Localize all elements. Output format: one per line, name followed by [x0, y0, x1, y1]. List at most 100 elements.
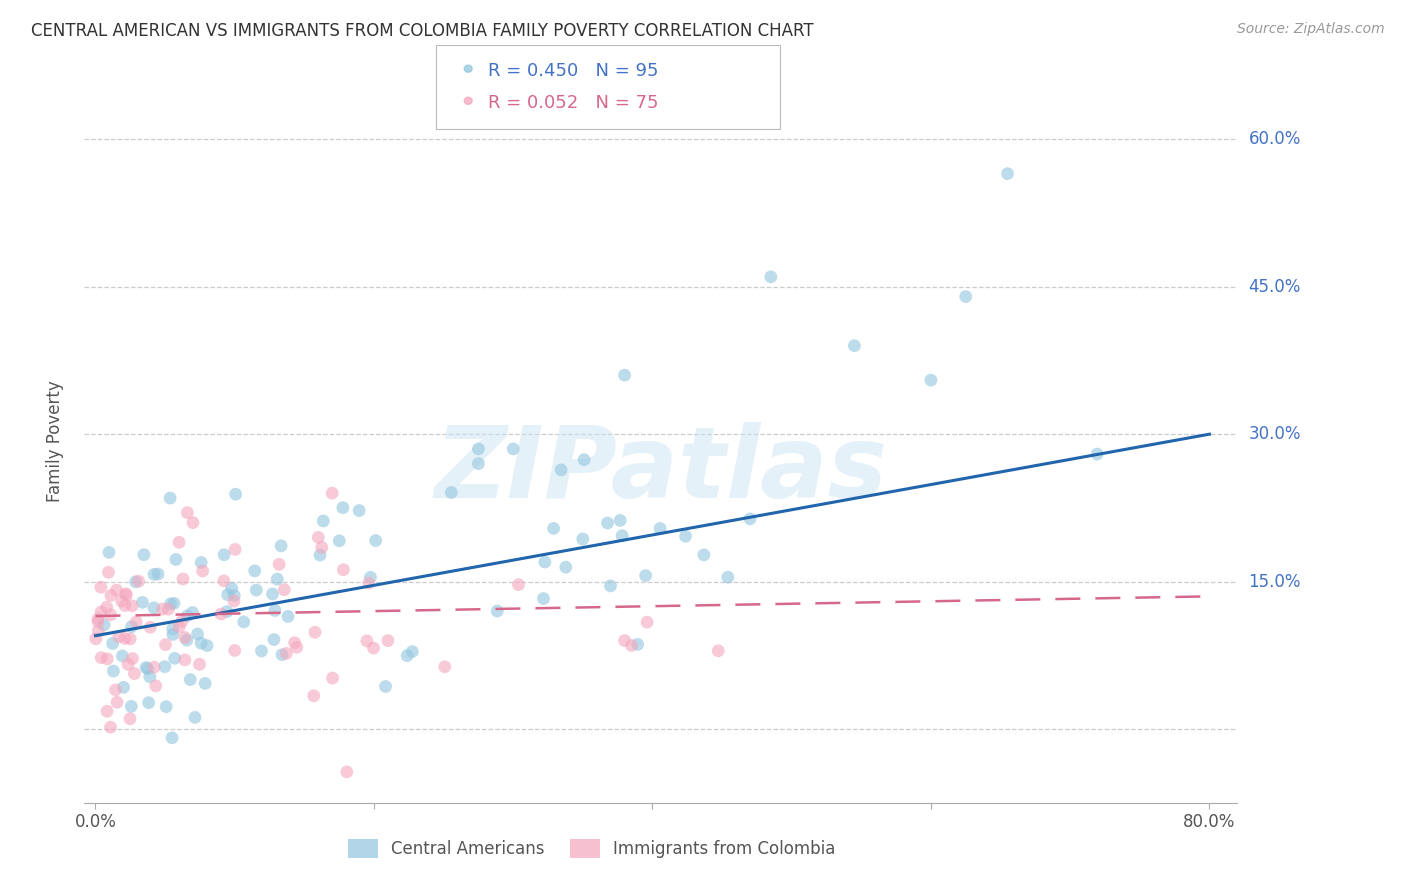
Point: [209, 607, 232, 621]
Point: [115, 588, 138, 602]
Point: [181, 606, 204, 620]
Point: [328, 533, 350, 548]
Point: [955, 289, 977, 303]
Point: [264, 603, 287, 617]
Point: [100, 607, 122, 622]
Point: [155, 638, 177, 652]
Point: [284, 636, 307, 650]
Point: [572, 532, 595, 546]
Point: [550, 463, 572, 477]
Point: [120, 632, 142, 646]
Text: R = 0.052   N = 75: R = 0.052 N = 75: [488, 94, 658, 112]
Point: [187, 627, 209, 641]
Text: ZIPatlas: ZIPatlas: [434, 422, 887, 519]
Point: [143, 567, 166, 582]
Point: [609, 513, 631, 527]
Point: [84, 632, 107, 646]
Point: [302, 689, 325, 703]
Point: [502, 442, 524, 456]
Text: R = 0.450   N = 95: R = 0.450 N = 95: [488, 62, 658, 79]
Point: [184, 710, 207, 724]
Point: [396, 648, 419, 663]
Point: [321, 486, 343, 500]
Point: [162, 622, 184, 636]
Point: [486, 604, 509, 618]
Point: [121, 599, 143, 613]
Point: [165, 552, 187, 566]
Point: [273, 582, 295, 597]
Point: [100, 720, 122, 734]
Point: [90, 580, 112, 594]
Point: [132, 548, 155, 562]
Point: [263, 632, 285, 647]
Point: [648, 522, 671, 536]
Point: [152, 602, 174, 616]
Point: [221, 581, 243, 595]
Point: [613, 633, 636, 648]
Point: [534, 555, 557, 569]
Point: [304, 625, 326, 640]
Point: [224, 589, 246, 603]
Point: [101, 636, 124, 650]
Point: [543, 521, 565, 535]
Point: [269, 558, 291, 572]
Point: [97, 566, 120, 580]
Point: [167, 535, 190, 549]
Point: [401, 645, 423, 659]
Point: [96, 704, 118, 718]
Point: [157, 602, 180, 616]
Point: [105, 583, 128, 598]
Y-axis label: Family Poverty: Family Poverty: [45, 381, 63, 502]
Point: [155, 699, 177, 714]
Point: [212, 548, 235, 562]
Point: [245, 582, 267, 597]
Point: [145, 679, 167, 693]
Point: [124, 666, 146, 681]
Point: [627, 637, 650, 651]
Point: [610, 529, 633, 543]
Point: [440, 485, 463, 500]
Point: [620, 639, 643, 653]
Point: [118, 712, 141, 726]
Point: [364, 533, 387, 548]
Point: [173, 631, 195, 645]
Text: 45.0%: 45.0%: [1249, 277, 1301, 296]
Point: [844, 339, 866, 353]
Point: [138, 696, 160, 710]
Text: 15.0%: 15.0%: [1249, 573, 1301, 591]
Point: [759, 269, 782, 284]
Point: [170, 615, 193, 629]
Point: [596, 516, 619, 530]
Point: [195, 639, 218, 653]
Point: [191, 564, 214, 578]
Point: [277, 609, 299, 624]
Point: [114, 632, 136, 646]
Text: CENTRAL AMERICAN VS IMMIGRANTS FROM COLOMBIA FAMILY POVERTY CORRELATION CHART: CENTRAL AMERICAN VS IMMIGRANTS FROM COLO…: [31, 22, 814, 40]
Point: [693, 548, 716, 562]
Point: [97, 545, 120, 559]
Point: [262, 587, 284, 601]
Point: [87, 624, 110, 638]
Point: [467, 457, 489, 471]
Point: [433, 659, 456, 673]
Point: [90, 605, 112, 619]
Point: [613, 368, 636, 383]
Point: [554, 560, 576, 574]
Point: [224, 643, 246, 657]
Point: [176, 633, 198, 648]
Point: [738, 512, 761, 526]
Point: [139, 620, 162, 634]
Point: [87, 612, 110, 626]
Point: [121, 620, 143, 634]
Point: [467, 442, 489, 456]
Point: [307, 530, 329, 544]
Point: [224, 542, 246, 557]
Point: [232, 615, 254, 629]
Point: [90, 650, 112, 665]
Point: [142, 600, 165, 615]
Point: [121, 651, 143, 665]
Point: [135, 660, 157, 674]
Text: 30.0%: 30.0%: [1249, 425, 1301, 443]
Point: [222, 594, 245, 608]
Point: [636, 615, 658, 629]
